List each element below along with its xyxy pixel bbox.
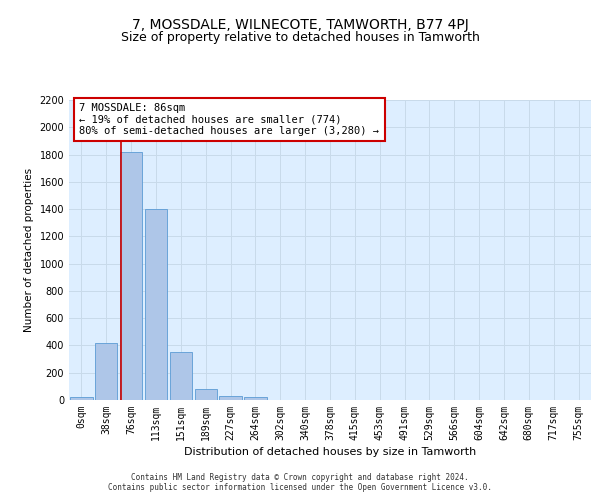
- Text: Contains HM Land Registry data © Crown copyright and database right 2024.
Contai: Contains HM Land Registry data © Crown c…: [108, 473, 492, 492]
- Bar: [170, 352, 192, 400]
- Bar: [194, 389, 217, 400]
- Bar: [95, 342, 118, 400]
- Bar: [145, 209, 167, 400]
- Text: Size of property relative to detached houses in Tamworth: Size of property relative to detached ho…: [121, 31, 479, 44]
- Bar: [70, 398, 92, 400]
- Text: 7, MOSSDALE, WILNECOTE, TAMWORTH, B77 4PJ: 7, MOSSDALE, WILNECOTE, TAMWORTH, B77 4P…: [131, 18, 469, 32]
- X-axis label: Distribution of detached houses by size in Tamworth: Distribution of detached houses by size …: [184, 447, 476, 457]
- Bar: [220, 396, 242, 400]
- Y-axis label: Number of detached properties: Number of detached properties: [24, 168, 34, 332]
- Bar: [244, 398, 266, 400]
- Text: 7 MOSSDALE: 86sqm
← 19% of detached houses are smaller (774)
80% of semi-detache: 7 MOSSDALE: 86sqm ← 19% of detached hous…: [79, 103, 379, 136]
- Bar: [120, 152, 142, 400]
